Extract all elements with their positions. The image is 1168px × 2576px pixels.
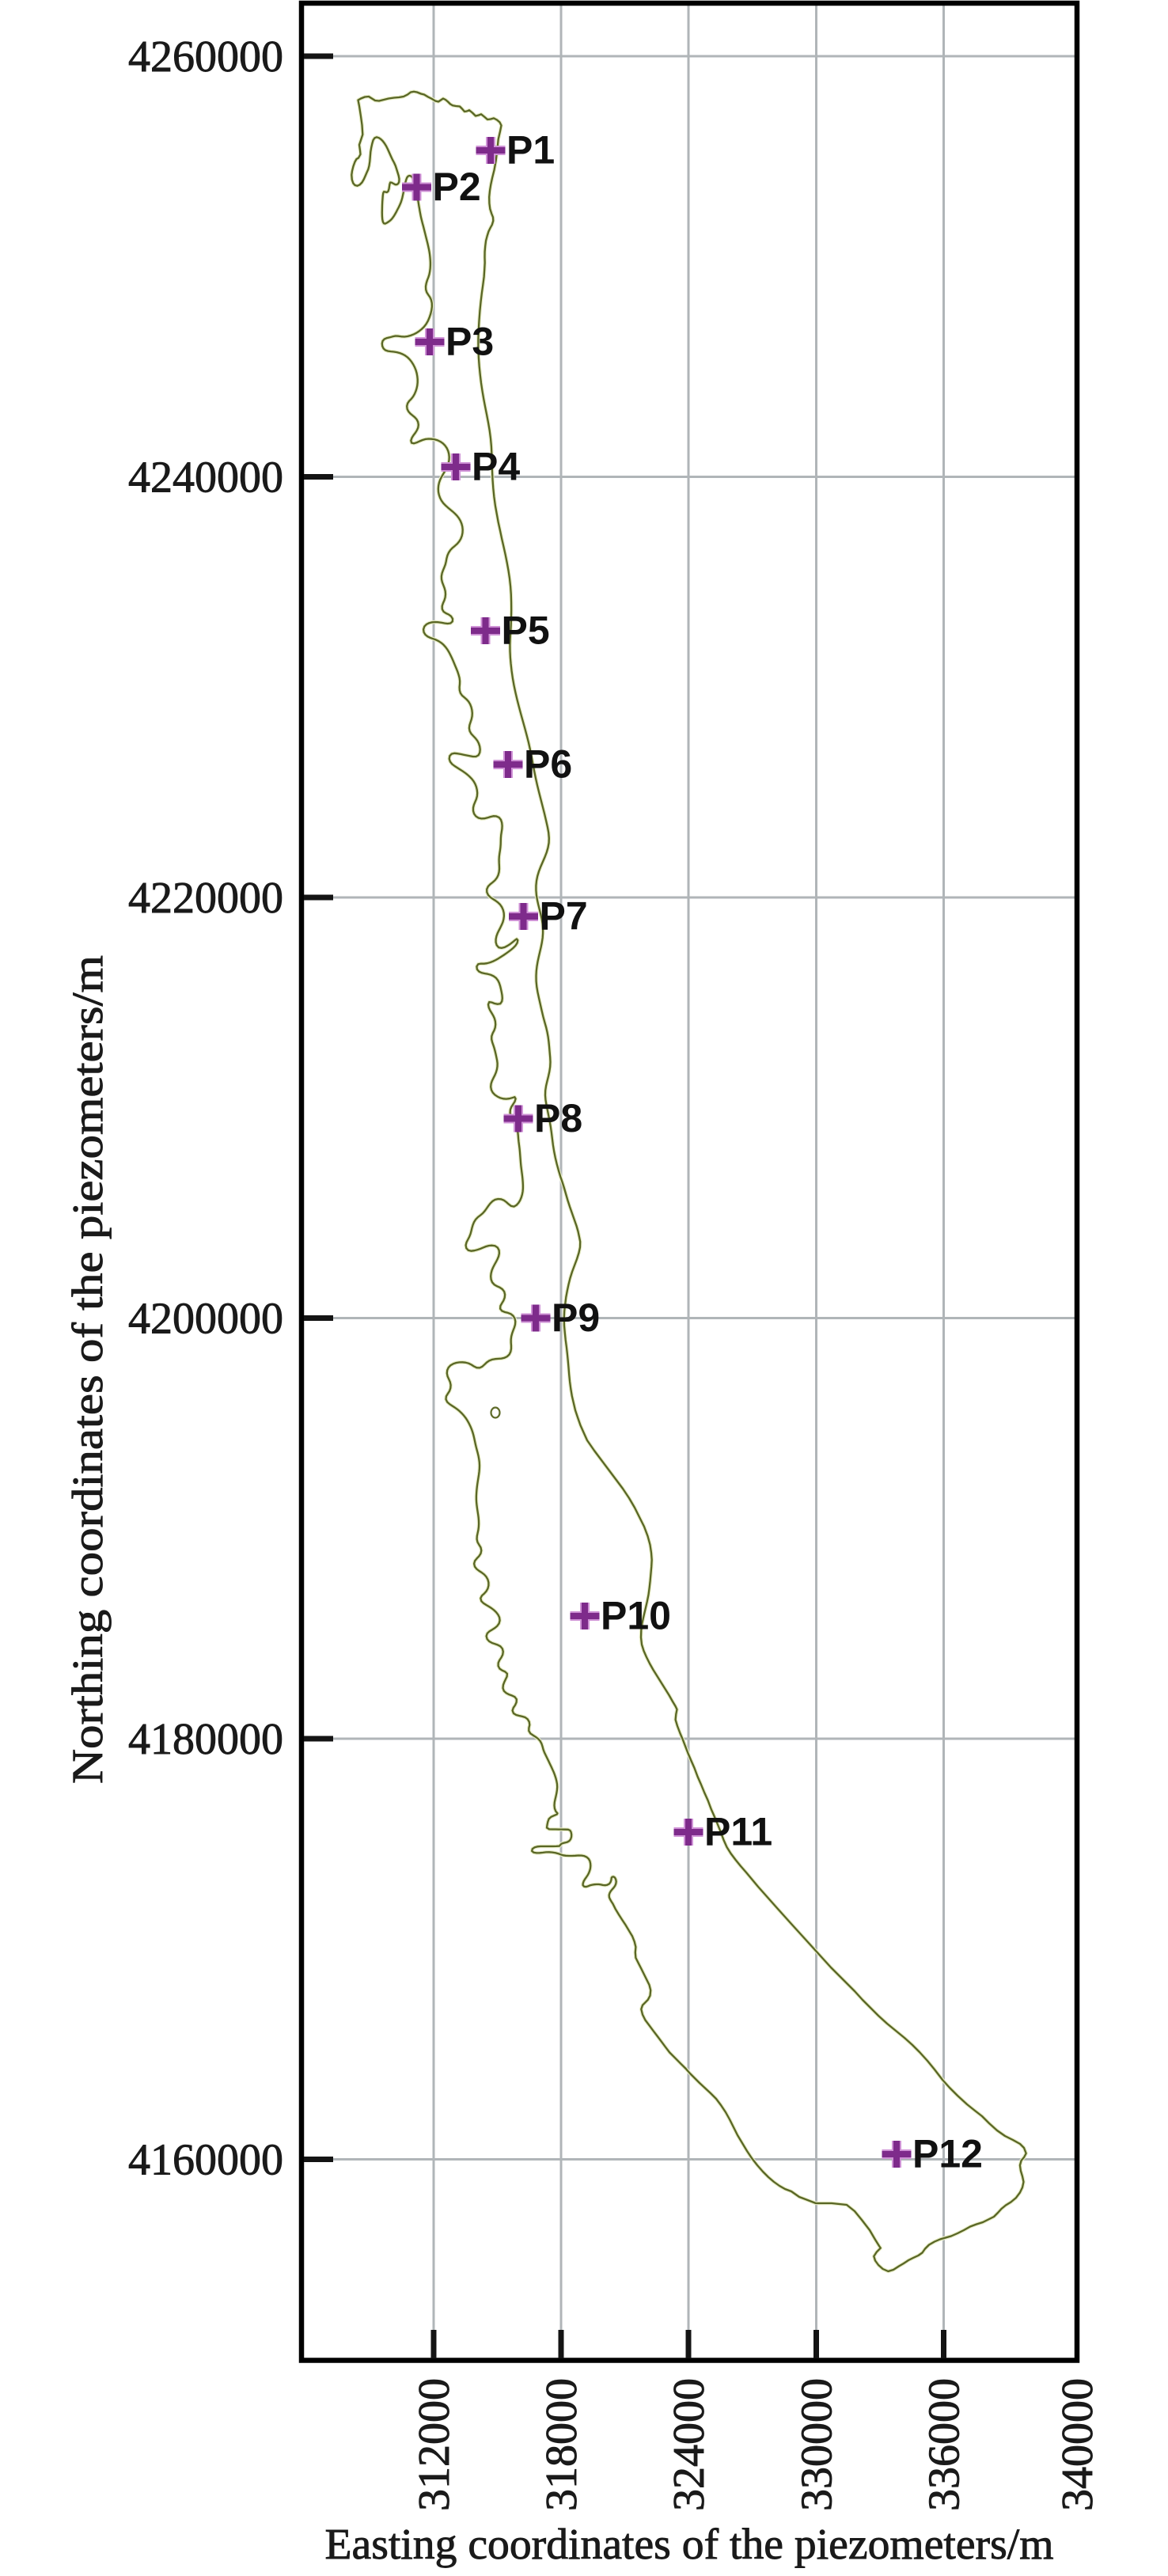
svg-text:P2: P2 xyxy=(433,165,481,209)
svg-text:4180000: 4180000 xyxy=(128,1715,283,1764)
svg-text:340000: 340000 xyxy=(1053,2378,1102,2511)
svg-text:330000: 330000 xyxy=(793,2378,842,2511)
svg-text:4200000: 4200000 xyxy=(128,1295,283,1344)
svg-text:312000: 312000 xyxy=(410,2378,459,2511)
svg-text:P5: P5 xyxy=(502,609,550,653)
svg-text:P12: P12 xyxy=(912,2132,983,2176)
svg-text:4240000: 4240000 xyxy=(128,453,283,503)
svg-text:4160000: 4160000 xyxy=(128,2136,283,2185)
svg-text:P10: P10 xyxy=(601,1594,671,1638)
svg-text:Northing coordinates of the pi: Northing coordinates of the piezometers/… xyxy=(63,955,112,1784)
svg-text:P11: P11 xyxy=(704,1810,772,1854)
svg-text:P3: P3 xyxy=(446,320,494,364)
svg-text:318000: 318000 xyxy=(537,2378,586,2511)
svg-text:P4: P4 xyxy=(472,445,520,489)
svg-text:P1: P1 xyxy=(506,128,555,173)
svg-text:P7: P7 xyxy=(540,894,588,939)
svg-text:P9: P9 xyxy=(552,1296,600,1340)
svg-text:P6: P6 xyxy=(524,742,572,787)
svg-text:P8: P8 xyxy=(534,1096,582,1140)
svg-text:336000: 336000 xyxy=(920,2378,969,2511)
svg-text:324000: 324000 xyxy=(665,2378,714,2511)
svg-text:4260000: 4260000 xyxy=(128,32,283,82)
svg-text:4220000: 4220000 xyxy=(128,874,283,923)
svg-text:Easting coordinates of the pie: Easting coordinates of the piezometers/m xyxy=(325,2520,1054,2568)
